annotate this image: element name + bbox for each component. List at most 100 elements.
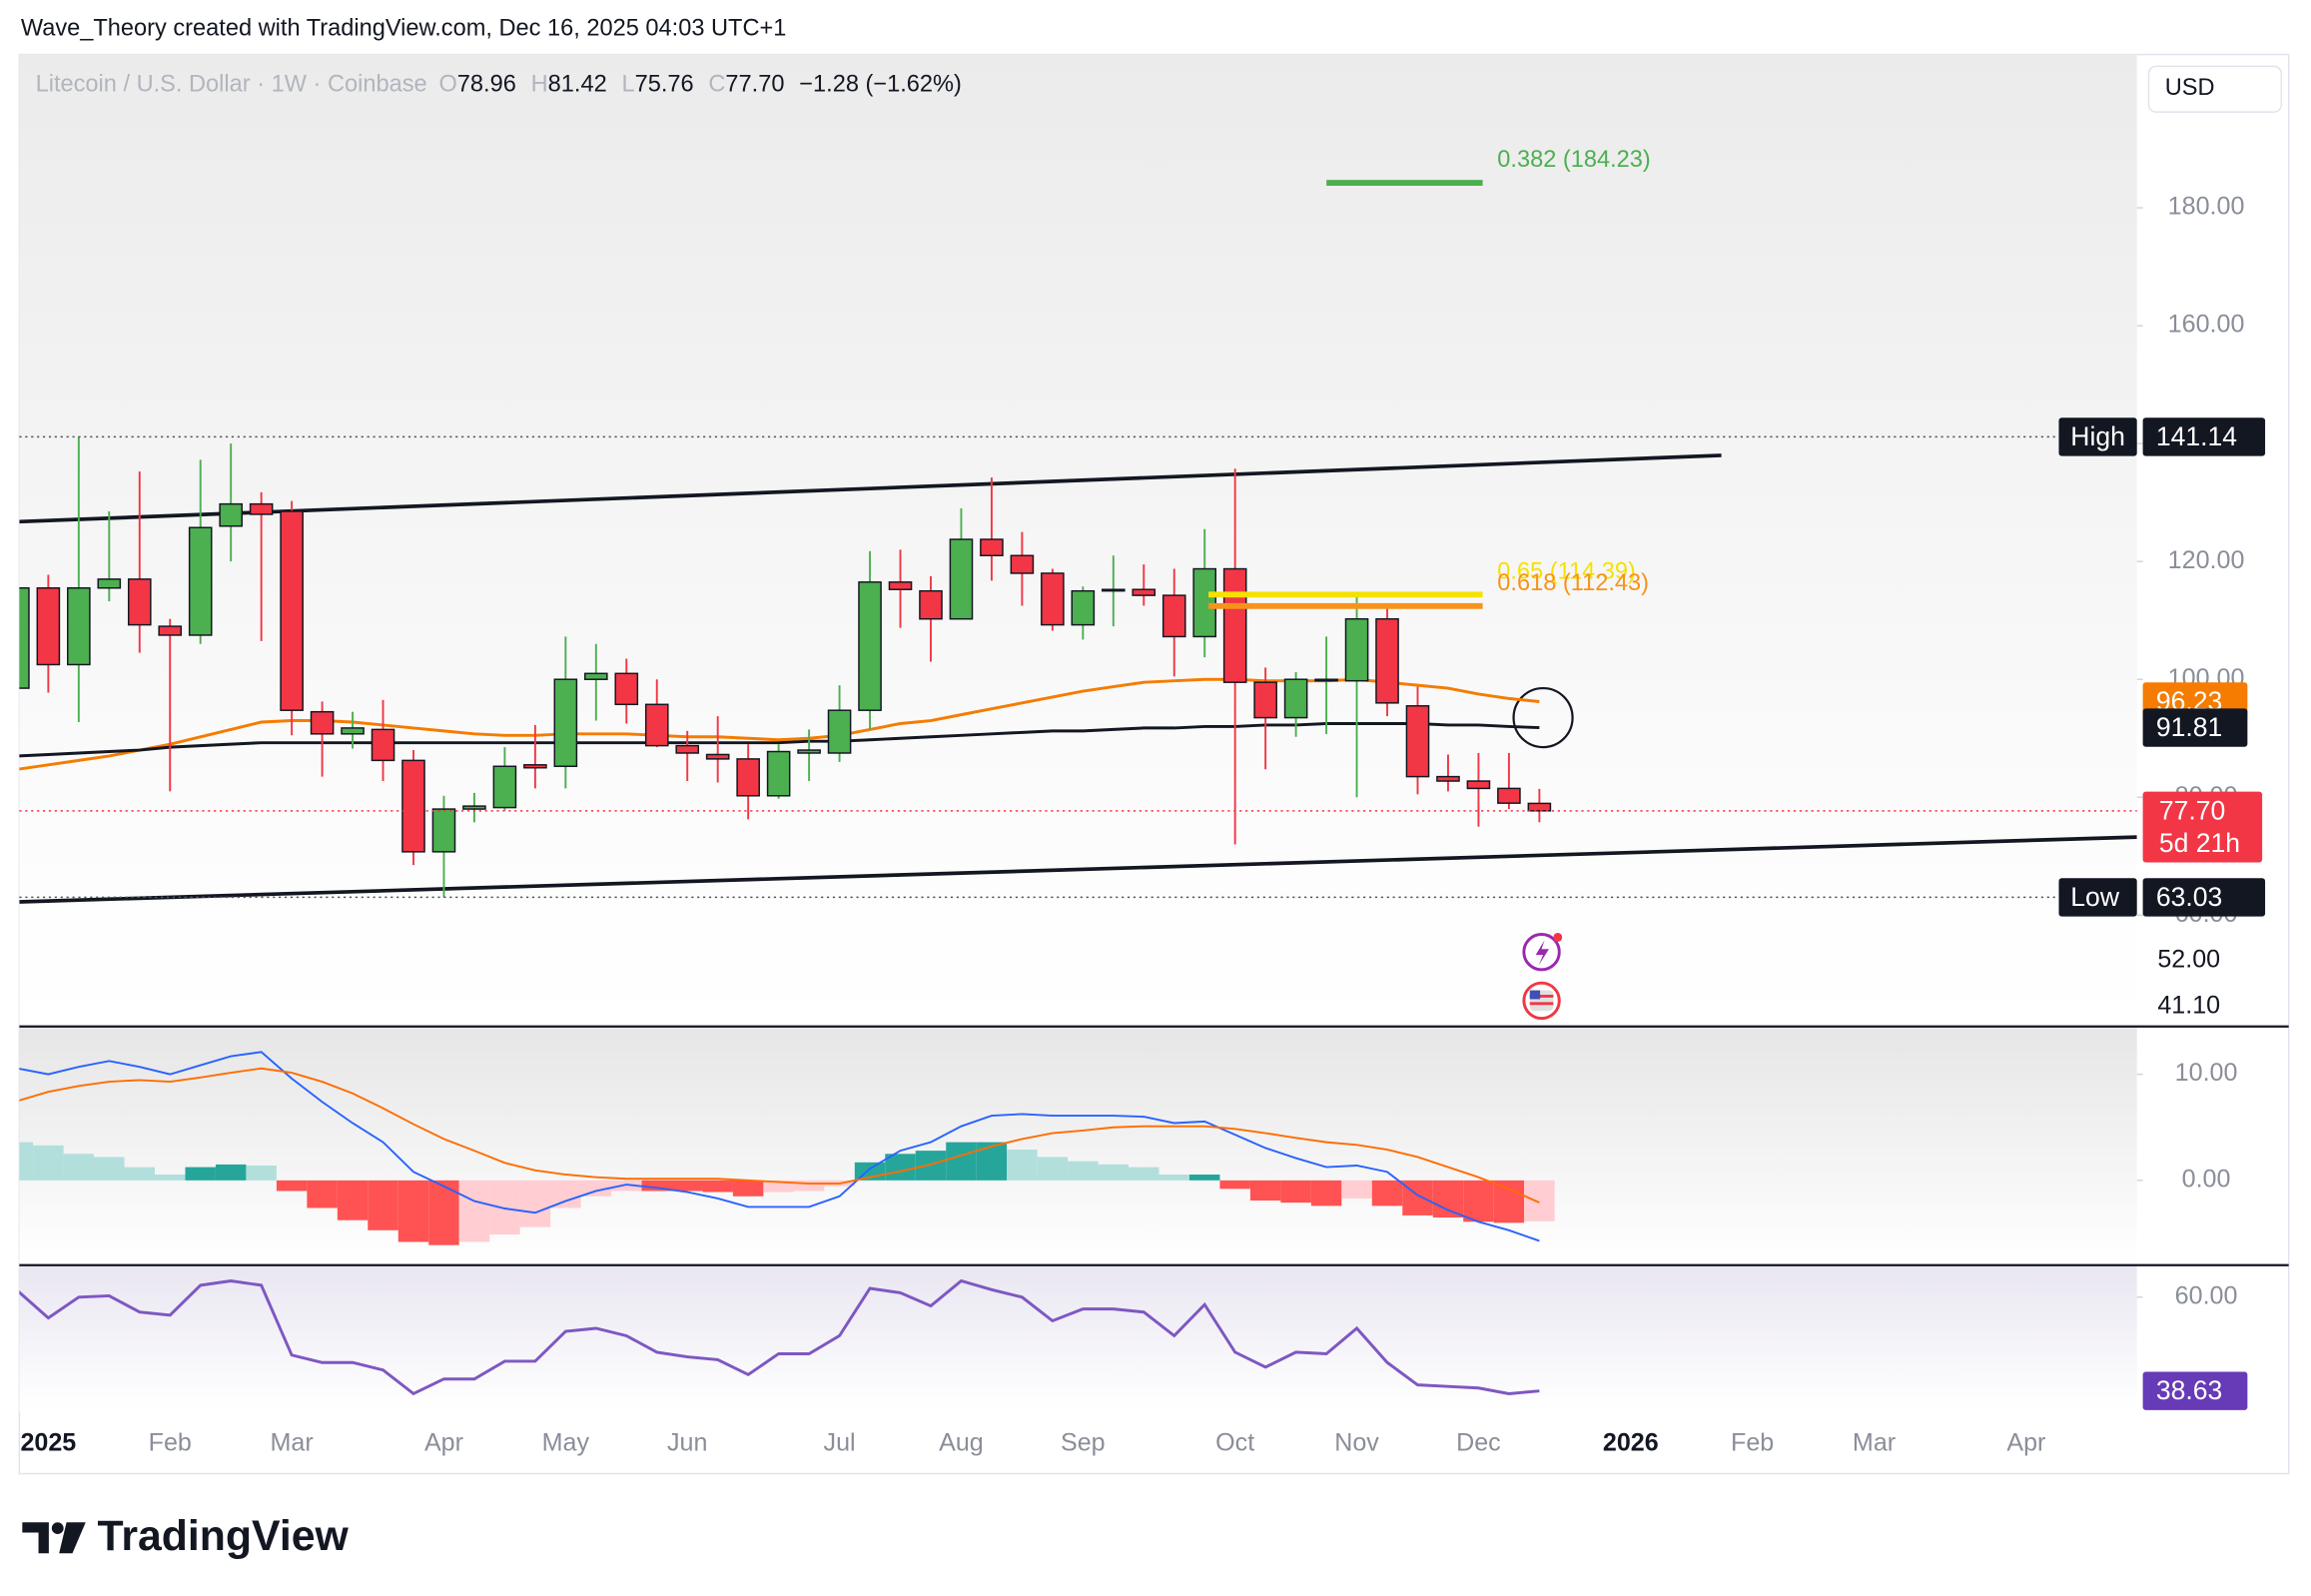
x-tick-label: May — [542, 1429, 590, 1457]
x-tick-label: Apr — [424, 1429, 463, 1457]
candle-body — [249, 502, 274, 515]
symbol-legend: Litecoin / U.S. Dollar · 1W · Coinbase O7… — [36, 72, 962, 98]
high-tag-box — [2142, 417, 2266, 456]
marker-label: 52.00 — [2157, 946, 2220, 974]
candle-body — [188, 526, 213, 636]
legend-change: −1.28 (−1.62%) — [799, 72, 962, 98]
rsi-line — [19, 1278, 1540, 1396]
histogram-bar — [246, 1165, 277, 1181]
histogram-bar — [1310, 1180, 1342, 1206]
high-tag-text: 141.14 — [2156, 421, 2237, 451]
logo-part — [51, 1522, 64, 1535]
histogram-bar — [489, 1180, 520, 1235]
candle-body — [1132, 588, 1156, 596]
x-tick-label: Dec — [1456, 1429, 1501, 1457]
macd-line — [19, 1067, 1540, 1204]
histogram-bar — [1463, 1180, 1494, 1222]
candle-body — [341, 727, 365, 735]
candle-body — [36, 586, 61, 666]
candle-body — [1222, 567, 1247, 683]
candle-body — [401, 759, 425, 853]
candle-body — [371, 728, 395, 762]
histogram-bar — [215, 1164, 247, 1181]
candle-body — [736, 758, 760, 797]
legend-key: C — [708, 72, 725, 98]
candle-body — [1344, 617, 1369, 682]
y-tick-label: 160.00 — [2168, 311, 2245, 339]
candle-body — [19, 586, 30, 689]
histogram-bar — [1007, 1150, 1038, 1181]
brand-logo — [22, 1522, 86, 1554]
lightning — [1535, 940, 1549, 966]
y-tick-label: 0.00 — [2182, 1165, 2231, 1193]
histogram-bar — [94, 1157, 125, 1181]
legend-key: L — [621, 72, 634, 98]
candle-body — [1071, 589, 1096, 626]
histogram-bar — [1432, 1180, 1464, 1218]
currency-button[interactable] — [2147, 65, 2283, 113]
fib-label: 0.382 (184.23) — [1497, 147, 1650, 173]
histogram-bar — [1524, 1180, 1555, 1221]
candle-body — [1497, 787, 1521, 804]
candle-body — [584, 672, 608, 680]
legend-open: 78.96 — [457, 72, 516, 98]
candle-body — [1436, 775, 1460, 782]
candle-body — [280, 510, 304, 711]
candle-body — [1466, 780, 1491, 790]
low-word: Low — [2070, 882, 2120, 912]
histogram-bar — [155, 1175, 186, 1181]
histogram-bar — [763, 1180, 794, 1193]
legend-key: O — [438, 72, 456, 98]
channel-lower — [19, 835, 2137, 904]
histogram-bar — [1188, 1175, 1220, 1181]
histogram-bar — [702, 1180, 733, 1193]
histogram-bar — [976, 1142, 1008, 1181]
histogram-bar — [428, 1180, 459, 1245]
candle-body — [614, 672, 639, 706]
candle-body — [919, 589, 943, 620]
marker-label: 41.10 — [2157, 991, 2220, 1019]
x-tick-label: Aug — [939, 1429, 984, 1457]
candle-body — [827, 709, 852, 754]
candle-body — [980, 538, 1004, 557]
candle-body — [310, 710, 335, 735]
currency-label[interactable]: USD — [2165, 75, 2215, 101]
histogram-bar — [1341, 1180, 1372, 1198]
histogram-bar — [397, 1180, 429, 1242]
y-tick-label: 10.00 — [2175, 1059, 2238, 1087]
high-word: High — [2070, 421, 2125, 451]
x-tick-label: Feb — [149, 1429, 192, 1457]
brand-name: TradingView — [98, 1512, 350, 1560]
x-tick-label: Sep — [1061, 1429, 1106, 1457]
legend-low: 75.76 — [635, 72, 694, 98]
candle-body — [523, 764, 547, 769]
last-price-text: 77.70 — [2159, 795, 2225, 825]
x-tick-label: Mar — [1853, 1429, 1896, 1457]
moving-average — [19, 722, 1540, 758]
ma-tag-text: 91.81 — [2156, 712, 2222, 742]
histogram-bar — [946, 1142, 977, 1181]
fib-label: 0.618 (112.43) — [1497, 570, 1649, 596]
candle-body — [1527, 802, 1552, 812]
candle-body — [1161, 594, 1186, 638]
candle-body — [1041, 572, 1065, 626]
candle-body — [67, 586, 91, 666]
rsi-tag-text: 38.63 — [2156, 1375, 2222, 1405]
candle-body — [492, 765, 517, 809]
histogram-bar — [1493, 1180, 1525, 1223]
candle-body — [1253, 681, 1277, 719]
flag-canton — [1529, 990, 1541, 1000]
macd-line — [19, 1051, 1540, 1242]
histogram-bar — [307, 1180, 338, 1208]
highlight-circle — [1512, 686, 1574, 749]
candle-body — [431, 808, 456, 853]
histogram-bar — [671, 1180, 703, 1192]
candle-body — [1010, 554, 1035, 574]
histogram-bar — [885, 1154, 916, 1181]
candle-body — [766, 750, 791, 797]
y-tick-label: 180.00 — [2168, 193, 2245, 221]
histogram-bar — [63, 1154, 95, 1181]
